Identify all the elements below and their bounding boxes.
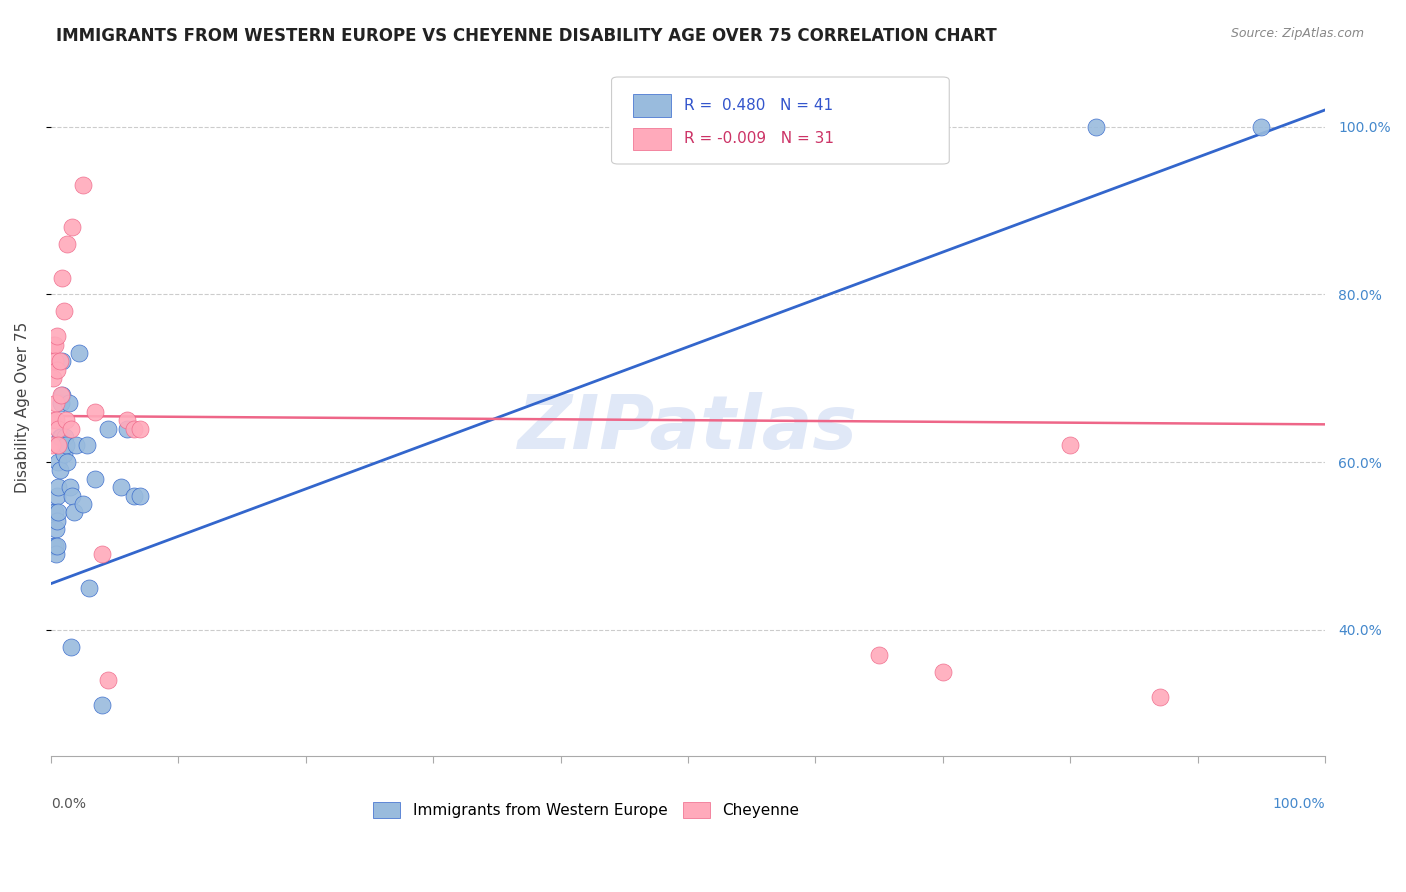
Point xyxy=(49,430,72,444)
Point xyxy=(55,438,77,452)
Point xyxy=(62,505,84,519)
Point xyxy=(129,421,152,435)
Point xyxy=(42,371,65,385)
Point xyxy=(41,505,63,519)
Point xyxy=(51,388,73,402)
Point xyxy=(97,673,120,687)
Point xyxy=(129,489,152,503)
Point xyxy=(84,405,107,419)
Point xyxy=(45,547,67,561)
Point xyxy=(41,413,63,427)
Point xyxy=(46,329,69,343)
Point xyxy=(41,438,63,452)
Point xyxy=(1084,120,1107,134)
Text: R = -0.009   N = 31: R = -0.009 N = 31 xyxy=(685,131,834,146)
Y-axis label: Disability Age Over 75: Disability Age Over 75 xyxy=(15,322,30,493)
Text: ZIPatlas: ZIPatlas xyxy=(517,392,858,465)
Point xyxy=(45,396,67,410)
Point xyxy=(122,421,145,435)
Point xyxy=(62,489,84,503)
Text: 100.0%: 100.0% xyxy=(1272,797,1326,812)
Point xyxy=(51,270,73,285)
Legend: Immigrants from Western Europe, Cheyenne: Immigrants from Western Europe, Cheyenne xyxy=(367,797,806,824)
Point xyxy=(44,539,66,553)
Point xyxy=(44,337,66,351)
Point xyxy=(122,489,145,503)
Point xyxy=(52,304,75,318)
Point xyxy=(48,421,70,435)
Point xyxy=(42,337,65,351)
Point xyxy=(59,480,82,494)
Point xyxy=(52,447,75,461)
Point xyxy=(45,413,67,427)
Point xyxy=(90,698,112,713)
Text: IMMIGRANTS FROM WESTERN EUROPE VS CHEYENNE DISABILITY AGE OVER 75 CORRELATION CH: IMMIGRANTS FROM WESTERN EUROPE VS CHEYEN… xyxy=(56,27,997,45)
Point xyxy=(97,421,120,435)
Point xyxy=(1059,438,1081,452)
Point xyxy=(55,413,77,427)
FancyBboxPatch shape xyxy=(612,77,949,164)
Point xyxy=(72,497,94,511)
Text: Source: ZipAtlas.com: Source: ZipAtlas.com xyxy=(1230,27,1364,40)
Bar xyxy=(633,95,672,117)
Bar xyxy=(633,128,672,150)
Point xyxy=(84,472,107,486)
Point xyxy=(1149,690,1171,704)
Point xyxy=(46,539,69,553)
Text: 0.0%: 0.0% xyxy=(51,797,86,812)
Point xyxy=(45,522,67,536)
Point xyxy=(90,547,112,561)
Point xyxy=(77,581,100,595)
Point xyxy=(44,505,66,519)
Point xyxy=(46,489,69,503)
Point xyxy=(49,388,72,402)
Point xyxy=(48,505,70,519)
Point xyxy=(868,648,890,662)
Point xyxy=(67,346,90,360)
Point xyxy=(48,455,70,469)
Point xyxy=(76,438,98,452)
Point xyxy=(72,178,94,193)
Point xyxy=(60,421,83,435)
Point xyxy=(48,354,70,368)
Point xyxy=(60,640,83,654)
Text: R =  0.480   N = 41: R = 0.480 N = 41 xyxy=(685,98,834,113)
Point xyxy=(932,665,955,679)
Point xyxy=(51,354,73,368)
Point xyxy=(48,463,70,477)
Point xyxy=(56,455,79,469)
Point xyxy=(48,430,70,444)
Point xyxy=(117,421,139,435)
Point xyxy=(46,363,69,377)
Point xyxy=(48,480,70,494)
Point xyxy=(53,430,76,444)
Point xyxy=(1250,120,1272,134)
Point xyxy=(65,438,87,452)
Point xyxy=(46,514,69,528)
Point xyxy=(42,539,65,553)
Point xyxy=(56,237,79,252)
Point xyxy=(110,480,132,494)
Point xyxy=(48,438,70,452)
Point xyxy=(117,413,139,427)
Point xyxy=(44,354,66,368)
Point xyxy=(62,220,84,235)
Point xyxy=(58,396,80,410)
Point xyxy=(49,396,72,410)
